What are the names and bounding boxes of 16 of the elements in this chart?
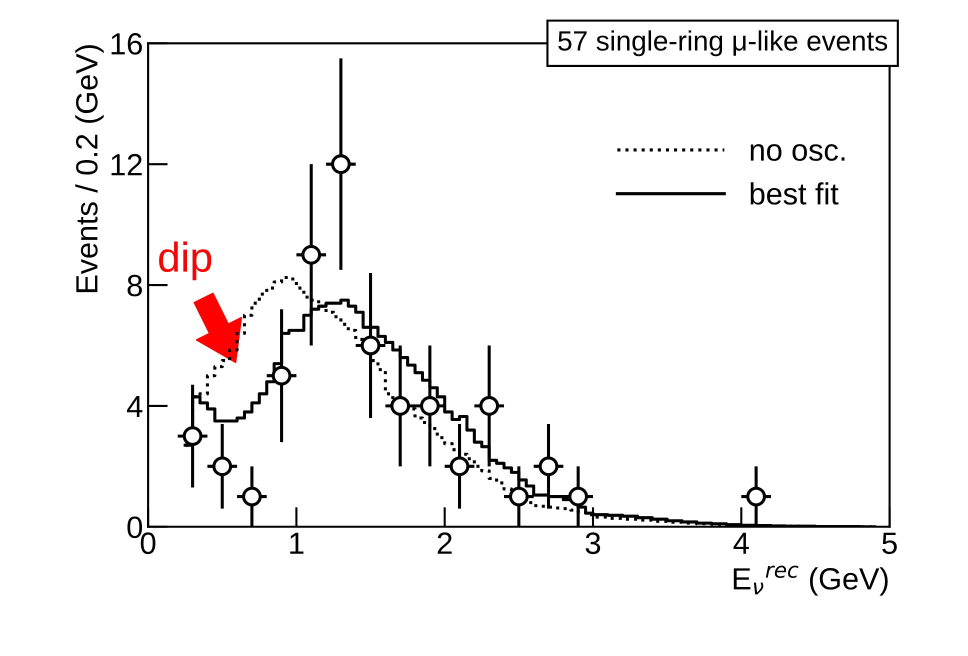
y-tick-label: 16 [112, 33, 142, 55]
annotation: dip [159, 241, 212, 280]
y-tick-label: 8 [128, 274, 142, 296]
x-tick-label: 5 [882, 532, 897, 554]
x-axis-title: E$_{ν}$$^{rec}$ (GeV) [734, 566, 888, 596]
legend-label: best fit [750, 182, 839, 205]
y-tick-label: 0 [127, 516, 142, 538]
y-axis-title: Events / 0.2 (GeV) [75, 45, 104, 292]
y-tick-label: 12 [112, 154, 142, 176]
legend-label: no osc. [750, 144, 844, 161]
x-tick-label: 2 [438, 532, 452, 554]
x-tick-label: 3 [586, 532, 600, 554]
y-tick-label: 4 [126, 396, 142, 417]
annotation: 57 single-ring μ-like events [558, 30, 888, 56]
x-tick-label: 1 [290, 532, 304, 554]
x-tick-label: 4 [734, 532, 749, 554]
